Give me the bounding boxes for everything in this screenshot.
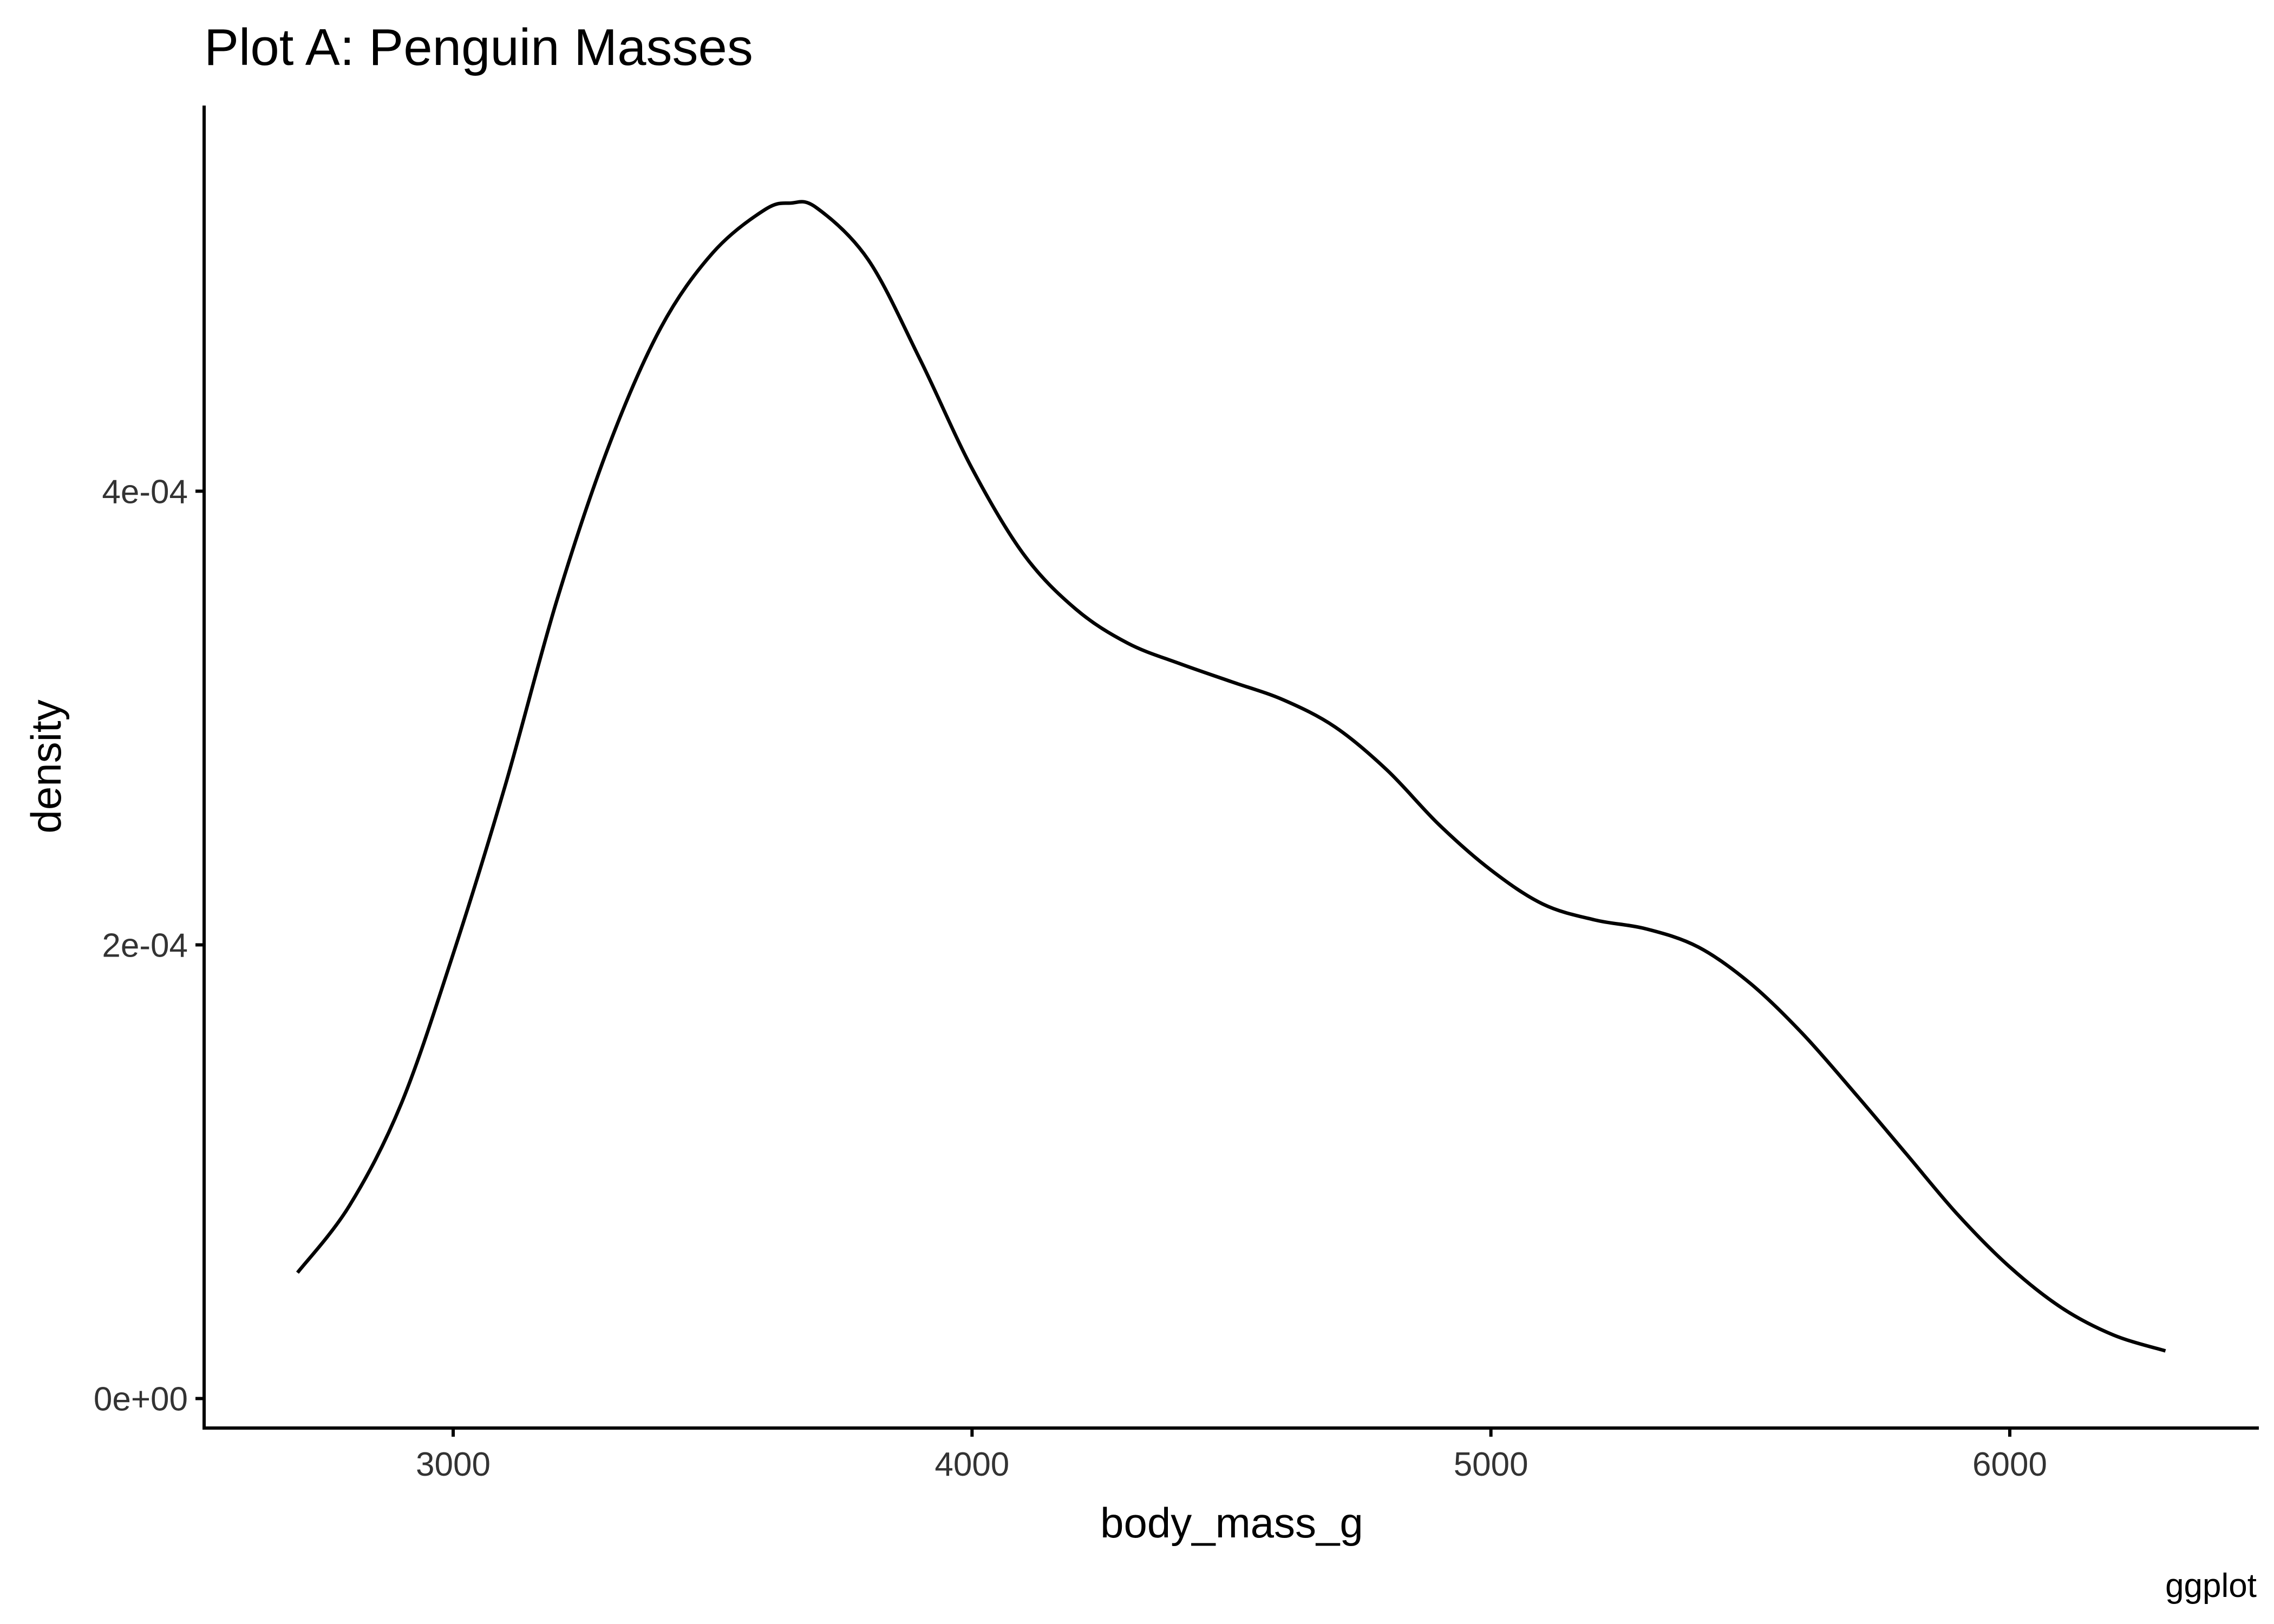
y-tick-label: 2e-04 [102,927,188,964]
density-line [296,200,2166,1353]
y-axis-ticks: 0e+00 2e-04 4e-04 [94,473,204,1418]
y-tick-label: 4e-04 [102,473,188,510]
chart-title: Plot A: Penguin Masses [204,18,753,76]
x-axis-title: body_mass_g [1100,1499,1363,1547]
x-tick-label: 3000 [416,1446,491,1483]
x-tick-label: 5000 [1454,1446,1528,1483]
plot-panel [296,200,2166,1353]
chart-caption: ggplot [2165,1567,2257,1605]
x-tick-label: 4000 [935,1446,1009,1483]
y-axis-title: density [22,699,70,833]
y-tick-label: 0e+00 [94,1381,188,1418]
x-axis-ticks: 3000 4000 5000 6000 [416,1428,2047,1483]
x-tick-label: 6000 [1972,1446,2047,1483]
